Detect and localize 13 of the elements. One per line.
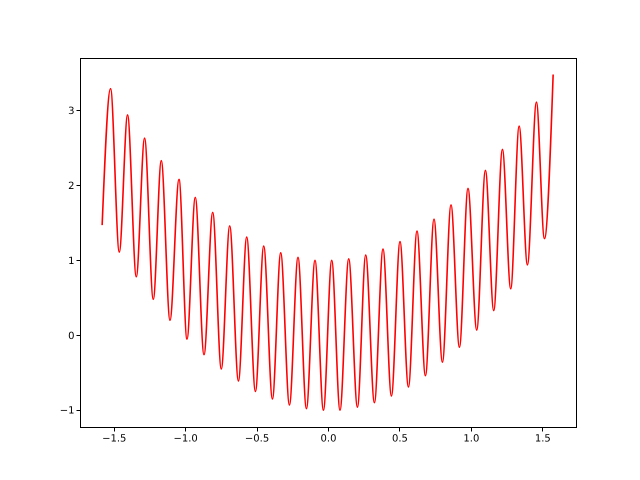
- x-tick-label: 1.0: [463, 434, 480, 444]
- x-tick-label: −1.0: [173, 434, 198, 444]
- y-tick-label: 2: [68, 180, 74, 192]
- x-tick-label: 1.5: [534, 434, 551, 444]
- y-tick-label: −1: [60, 406, 74, 417]
- x-tick-label: −1.5: [102, 434, 126, 444]
- y-tick-label: 3: [68, 106, 74, 117]
- x-tick-label: 0.0: [320, 434, 336, 444]
- x-tick-label: −0.5: [244, 434, 270, 444]
- y-tick-label: 0: [68, 330, 74, 342]
- y-tick-label: 1: [68, 256, 74, 267]
- x-tick-label: 0.5: [392, 434, 408, 444]
- line-series: [101, 74, 554, 412]
